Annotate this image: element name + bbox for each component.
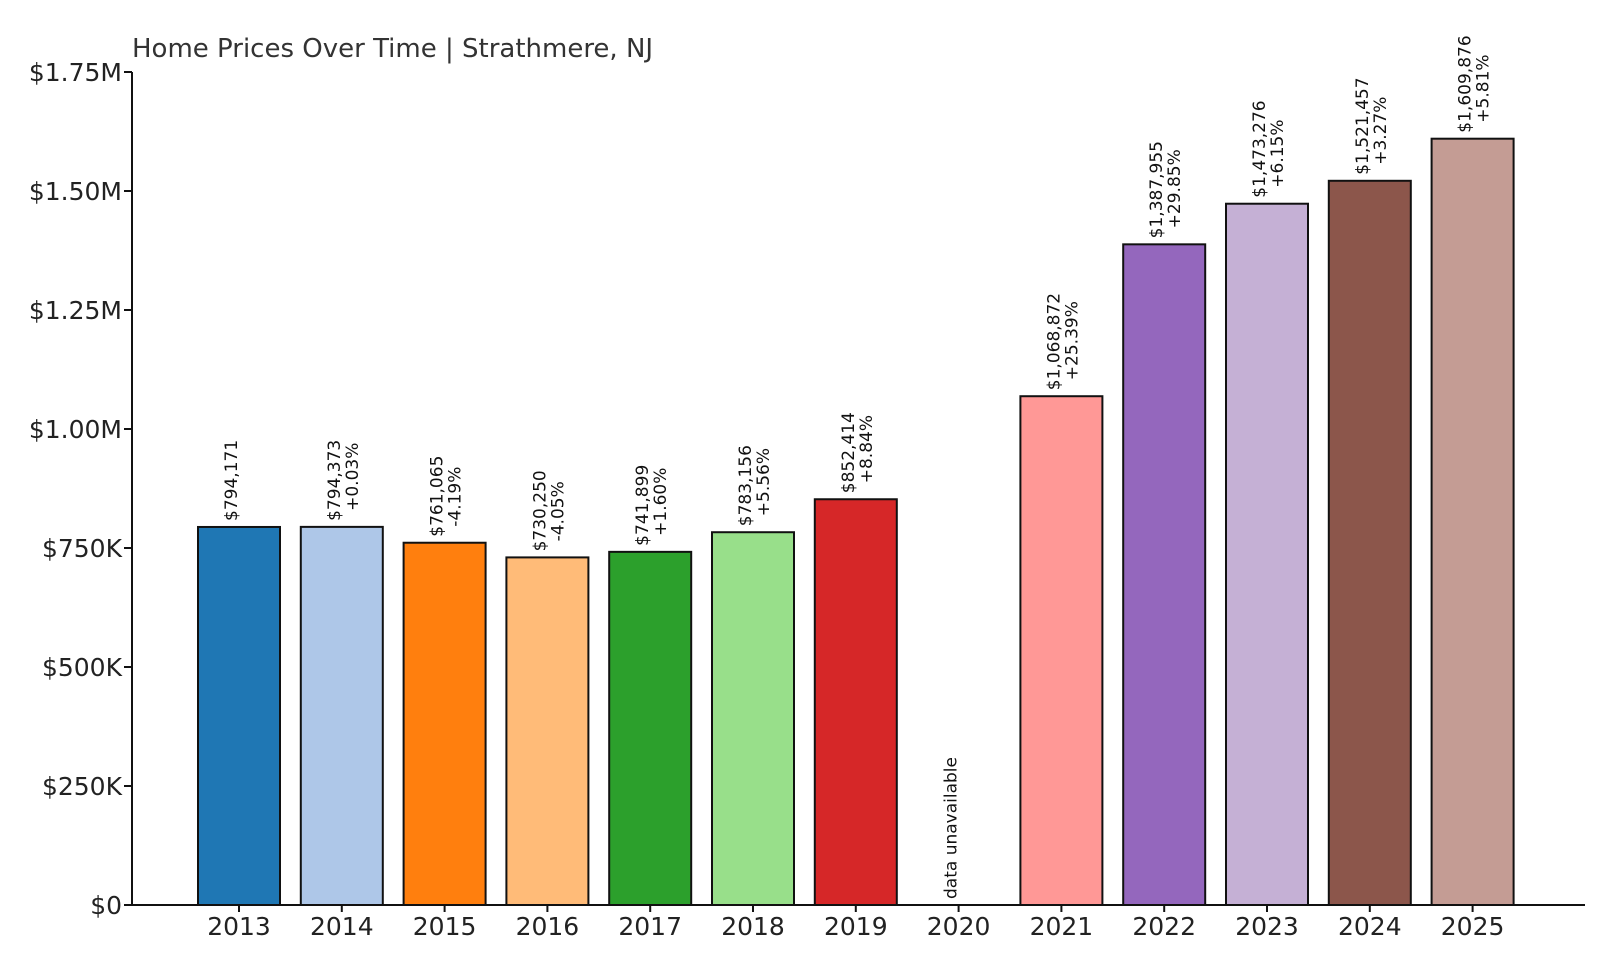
change-label: +5.56%: [754, 448, 774, 516]
change-label: +0.03%: [343, 443, 363, 511]
y-tick-label: $250K: [42, 772, 123, 801]
x-tick-label: 2018: [721, 912, 785, 941]
y-tick-label: $750K: [42, 534, 123, 563]
value-label: $852,414: [839, 412, 859, 493]
value-label: $741,899: [633, 465, 653, 546]
x-tick-label: 2019: [824, 912, 888, 941]
y-tick-label: $1.25M: [29, 296, 122, 325]
value-label: $1,609,876: [1456, 35, 1476, 132]
bar-2025: [1430, 137, 1515, 906]
y-tick-label: $1.75M: [29, 58, 122, 87]
y-tick-label: $1.00M: [29, 415, 122, 444]
y-ticks-group: $0 $250K $500K $750K $1.00M $1.25M $1.50M $1.75…: [29, 58, 132, 920]
value-label: $783,156: [736, 445, 756, 526]
change-label: +29.85%: [1165, 149, 1185, 228]
change-label: +6.15%: [1268, 119, 1288, 187]
change-label: +8.84%: [857, 415, 877, 483]
value-label: $1,473,276: [1250, 100, 1270, 197]
bars-group: [197, 137, 1515, 907]
x-tick-label: 2022: [1132, 912, 1196, 941]
bar-2016: [505, 556, 590, 906]
x-tick-label: 2017: [618, 912, 682, 941]
x-tick-label: 2020: [927, 912, 991, 941]
change-label: +1.60%: [651, 468, 671, 536]
bar-2022: [1122, 243, 1207, 906]
x-tick-label: 2014: [310, 912, 374, 941]
bar-2021: [1019, 395, 1104, 906]
value-label: $794,373: [325, 440, 345, 521]
x-tick-label: 2024: [1338, 912, 1402, 941]
bar-2017: [608, 550, 693, 906]
data-labels-group: $794,171 $794,373+0.03% $761,065-4.19% $730…: [222, 35, 1494, 899]
x-tick-label: 2023: [1235, 912, 1299, 941]
value-label: data unavailable: [942, 757, 962, 899]
bar-2023: [1225, 202, 1309, 906]
y-tick-label: $500K: [42, 653, 123, 682]
value-label: $730,250: [530, 470, 550, 551]
change-label: -4.05%: [548, 481, 568, 541]
change-label: +3.27%: [1371, 97, 1391, 165]
change-label: -4.19%: [446, 467, 466, 527]
x-tick-label: 2025: [1441, 912, 1505, 941]
value-label: $1,068,872: [1044, 293, 1064, 390]
x-tick-label: 2021: [1030, 912, 1094, 941]
value-label: $761,065: [428, 456, 448, 537]
bar-2015: [402, 541, 487, 906]
bar-2019: [813, 498, 898, 906]
chart-title: Home Prices Over Time | Strathmere, NJ: [132, 34, 653, 64]
x-tick-label: 2015: [413, 912, 477, 941]
change-label: +25.39%: [1062, 301, 1082, 380]
bar-2018: [711, 531, 795, 907]
value-label: $794,171: [222, 440, 242, 521]
y-tick-label: $1.50M: [29, 177, 122, 206]
x-tick-label: 2016: [516, 912, 580, 941]
change-label: +5.81%: [1474, 54, 1494, 122]
x-tick-label: 2013: [207, 912, 271, 941]
x-ticks-group: 2013 2014 2015 2016 2017 2018 2019 2020 2021 2022…: [207, 905, 1504, 941]
value-label: $1,387,955: [1147, 141, 1167, 238]
bar-2014: [299, 525, 384, 907]
value-label: $1,521,457: [1353, 77, 1373, 174]
y-tick-label: $0: [90, 891, 122, 920]
bar-2024: [1327, 179, 1412, 907]
bar-2013: [197, 525, 281, 906]
